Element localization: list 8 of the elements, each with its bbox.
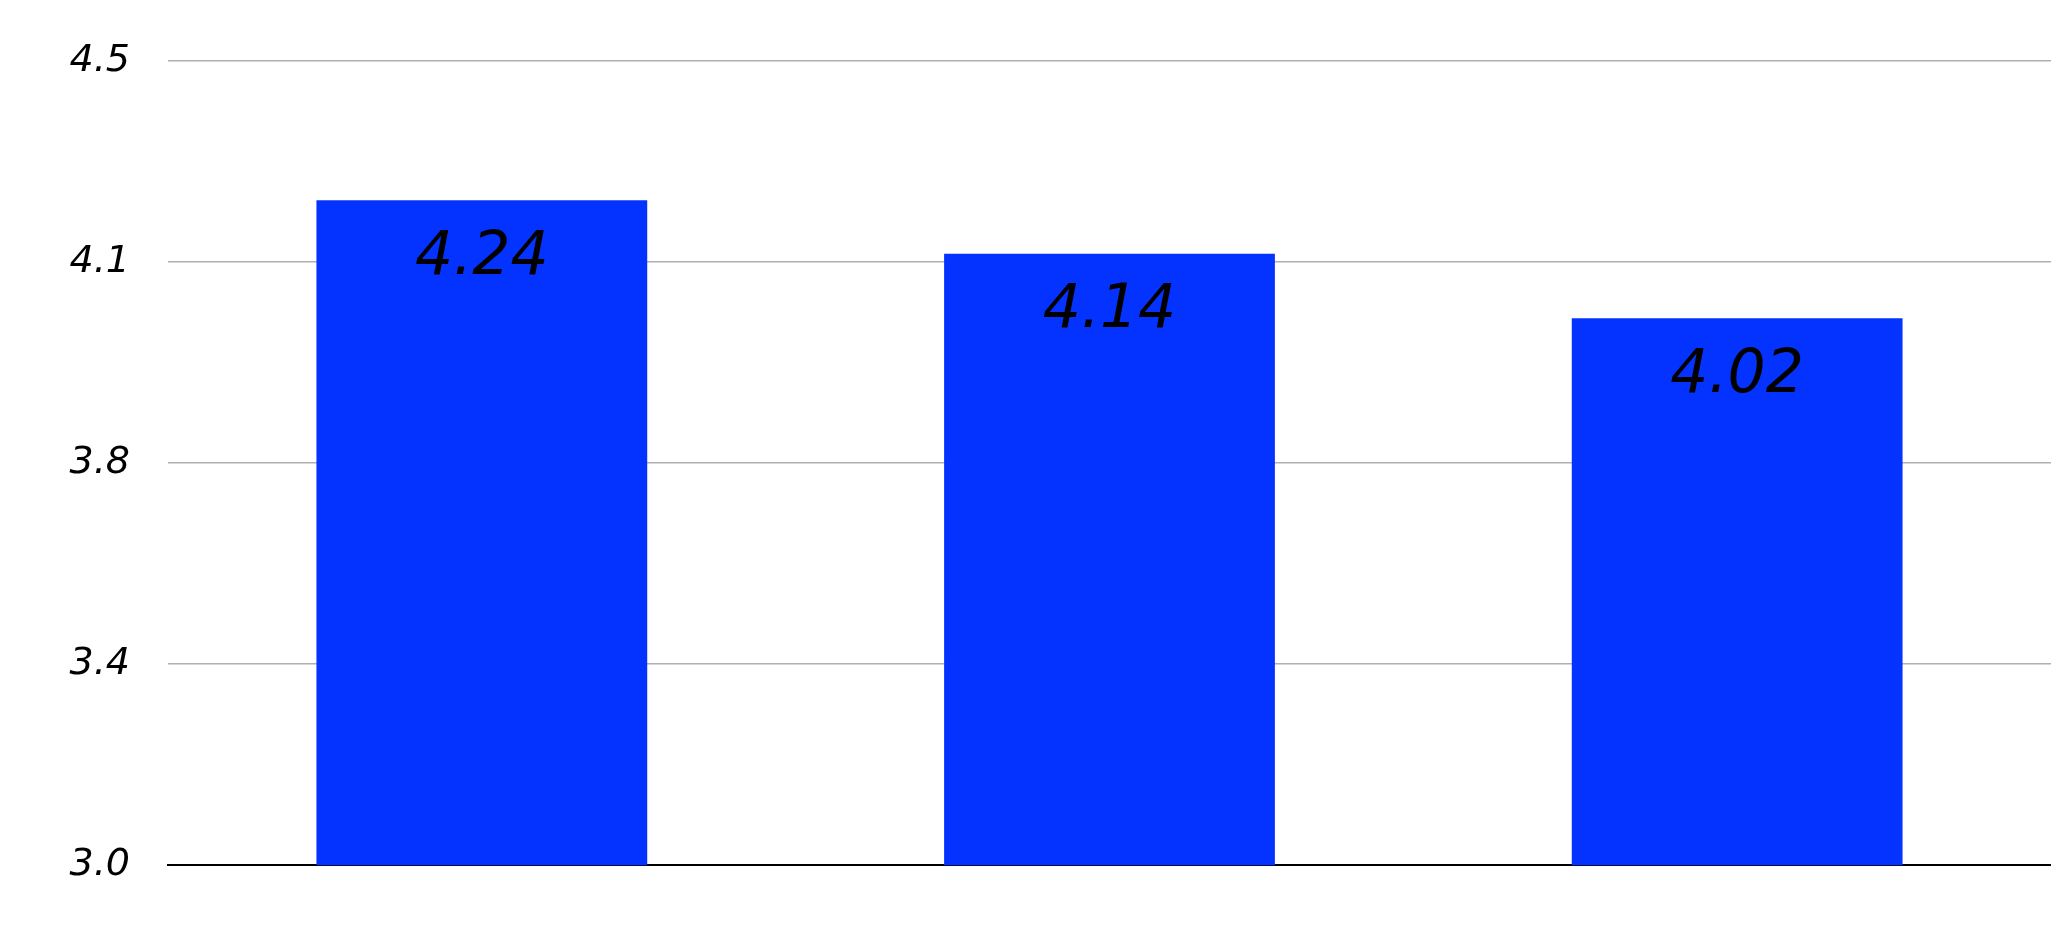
- y-tick-label: 4.5: [69, 35, 130, 80]
- data-label: 4.24: [415, 217, 549, 288]
- y-tick-label: 3.0: [69, 840, 130, 885]
- y-tick-label: 3.8: [69, 437, 130, 482]
- y-tick-label: 4.1: [69, 236, 130, 281]
- data-label: 4.02: [1670, 335, 1804, 406]
- data-label: 4.14: [1042, 271, 1177, 342]
- y-tick-label: 3.4: [69, 638, 130, 683]
